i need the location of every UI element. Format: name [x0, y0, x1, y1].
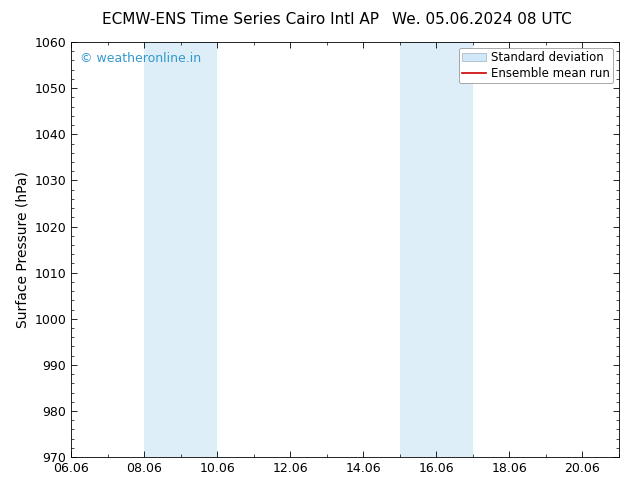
- Bar: [400, 42, 473, 457]
- Text: ECMW-ENS Time Series Cairo Intl AP: ECMW-ENS Time Series Cairo Intl AP: [103, 12, 379, 27]
- Text: © weatheronline.in: © weatheronline.in: [79, 52, 200, 66]
- Y-axis label: Surface Pressure (hPa): Surface Pressure (hPa): [15, 171, 29, 328]
- Legend: Standard deviation, Ensemble mean run: Standard deviation, Ensemble mean run: [459, 48, 613, 83]
- Text: We. 05.06.2024 08 UTC: We. 05.06.2024 08 UTC: [392, 12, 572, 27]
- Bar: [145, 42, 217, 457]
